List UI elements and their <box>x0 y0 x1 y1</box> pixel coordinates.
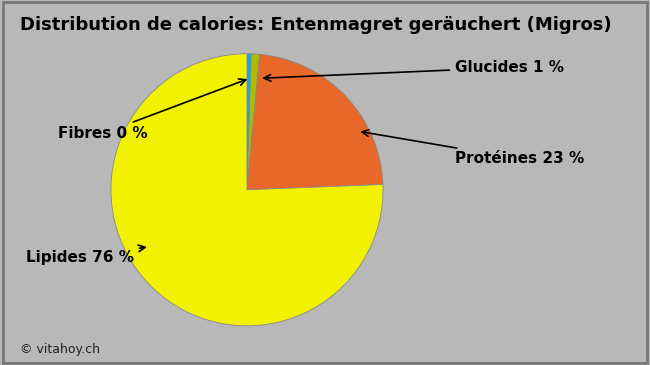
Wedge shape <box>247 54 260 190</box>
Text: Lipides 76 %: Lipides 76 % <box>26 245 145 265</box>
Text: © vitahoy.ch: © vitahoy.ch <box>20 343 99 356</box>
Text: Glucides 1 %: Glucides 1 % <box>264 60 564 81</box>
Wedge shape <box>111 54 383 326</box>
Wedge shape <box>247 54 383 190</box>
Text: Fibres 0 %: Fibres 0 % <box>58 79 246 141</box>
Text: Protéines 23 %: Protéines 23 % <box>362 130 584 166</box>
Wedge shape <box>247 54 252 190</box>
Text: Distribution de calories: Entenmagret geräuchert (Migros): Distribution de calories: Entenmagret ge… <box>20 16 611 34</box>
